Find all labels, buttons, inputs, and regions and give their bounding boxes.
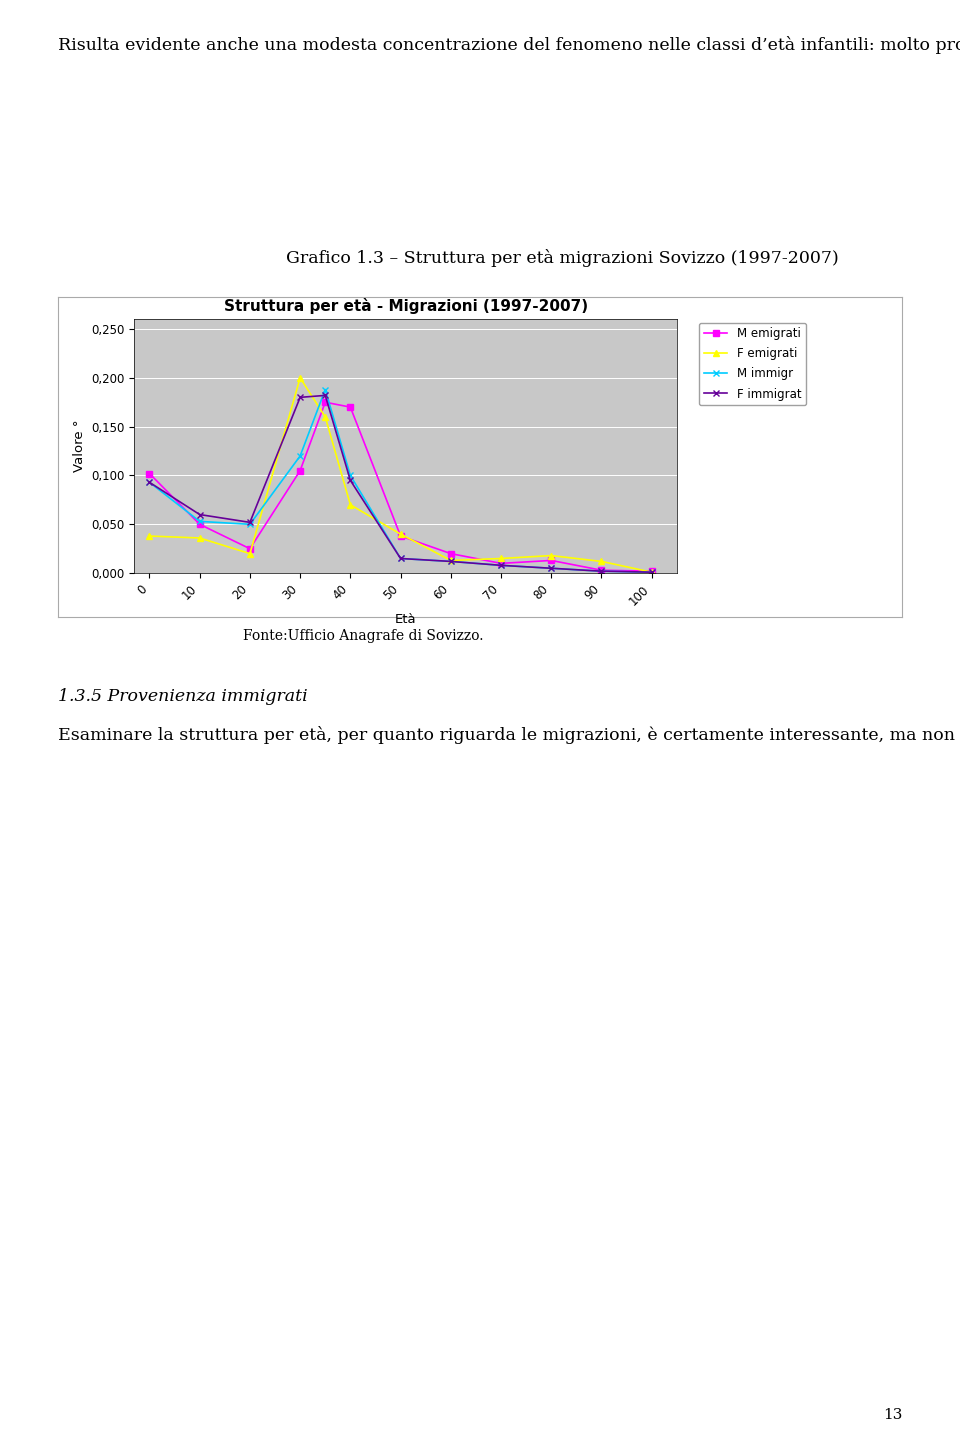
- F immigrat: [345, 472, 356, 489]
- M immigr: [144, 473, 156, 490]
- M emigrati: [295, 461, 306, 479]
- F emigrati: [395, 525, 406, 543]
- M immigr: [445, 553, 457, 570]
- F immigrat: [646, 563, 658, 580]
- M immigr: [596, 563, 608, 580]
- M emigrati: [244, 540, 255, 557]
- M immigr: [194, 512, 205, 530]
- Text: 13: 13: [883, 1407, 902, 1422]
- F emigrati: [545, 547, 557, 564]
- F emigrati: [194, 530, 205, 547]
- F emigrati: [144, 527, 156, 544]
- M emigrati: [345, 399, 356, 416]
- F immigrat: [395, 550, 406, 567]
- F emigrati: [445, 551, 457, 569]
- F emigrati: [646, 563, 658, 580]
- M emigrati: [194, 515, 205, 533]
- M emigrati: [596, 562, 608, 579]
- F emigrati: [244, 546, 255, 563]
- F emigrati: [295, 369, 306, 386]
- Line: M immigr: M immigr: [146, 386, 655, 576]
- Y-axis label: Valore °: Valore °: [73, 419, 85, 473]
- F immigrat: [445, 553, 457, 570]
- M immigr: [295, 447, 306, 464]
- F emigrati: [596, 553, 608, 570]
- Line: M emigrati: M emigrati: [146, 399, 655, 575]
- F emigrati: [320, 408, 331, 425]
- Line: F immigrat: F immigrat: [146, 392, 655, 576]
- M emigrati: [144, 464, 156, 482]
- F immigrat: [495, 557, 507, 575]
- Text: Risulta evidente anche una modesta concentrazione del fenomeno nelle classi d’et: Risulta evidente anche una modesta conce…: [58, 36, 960, 54]
- M immigr: [345, 467, 356, 485]
- M immigr: [495, 557, 507, 575]
- M immigr: [244, 515, 255, 533]
- M emigrati: [445, 546, 457, 563]
- F emigrati: [495, 550, 507, 567]
- F immigrat: [320, 387, 331, 405]
- X-axis label: Età: Età: [395, 614, 417, 627]
- M immigr: [320, 380, 331, 398]
- M emigrati: [545, 551, 557, 569]
- F immigrat: [144, 473, 156, 490]
- F emigrati: [345, 496, 356, 514]
- Text: Grafico 1.3 – Struttura per età migrazioni Sovizzo (1997-2007): Grafico 1.3 – Struttura per età migrazio…: [286, 248, 838, 267]
- F immigrat: [194, 506, 205, 524]
- Text: Fonte:Ufficio Anagrafe di Sovizzo.: Fonte:Ufficio Anagrafe di Sovizzo.: [244, 628, 484, 643]
- M emigrati: [320, 393, 331, 411]
- Line: F emigrati: F emigrati: [146, 374, 655, 576]
- Legend: M emigrati, F emigrati, M immigr, F immigrat: M emigrati, F emigrati, M immigr, F immi…: [699, 322, 806, 405]
- F immigrat: [545, 560, 557, 577]
- F immigrat: [244, 514, 255, 531]
- Text: Esaminare la struttura per età, per quanto riguarda le migrazioni, è certamente : Esaminare la struttura per età, per quan…: [58, 726, 960, 743]
- Title: Struttura per età - Migrazioni (1997-2007): Struttura per età - Migrazioni (1997-200…: [224, 297, 588, 313]
- F immigrat: [596, 563, 608, 580]
- M immigr: [395, 550, 406, 567]
- M emigrati: [395, 527, 406, 544]
- M immigr: [545, 560, 557, 577]
- Text: 1.3.5 Provenienza immigrati: 1.3.5 Provenienza immigrati: [58, 688, 307, 705]
- F immigrat: [295, 389, 306, 406]
- M immigr: [646, 563, 658, 580]
- M emigrati: [495, 554, 507, 572]
- M emigrati: [646, 563, 658, 580]
